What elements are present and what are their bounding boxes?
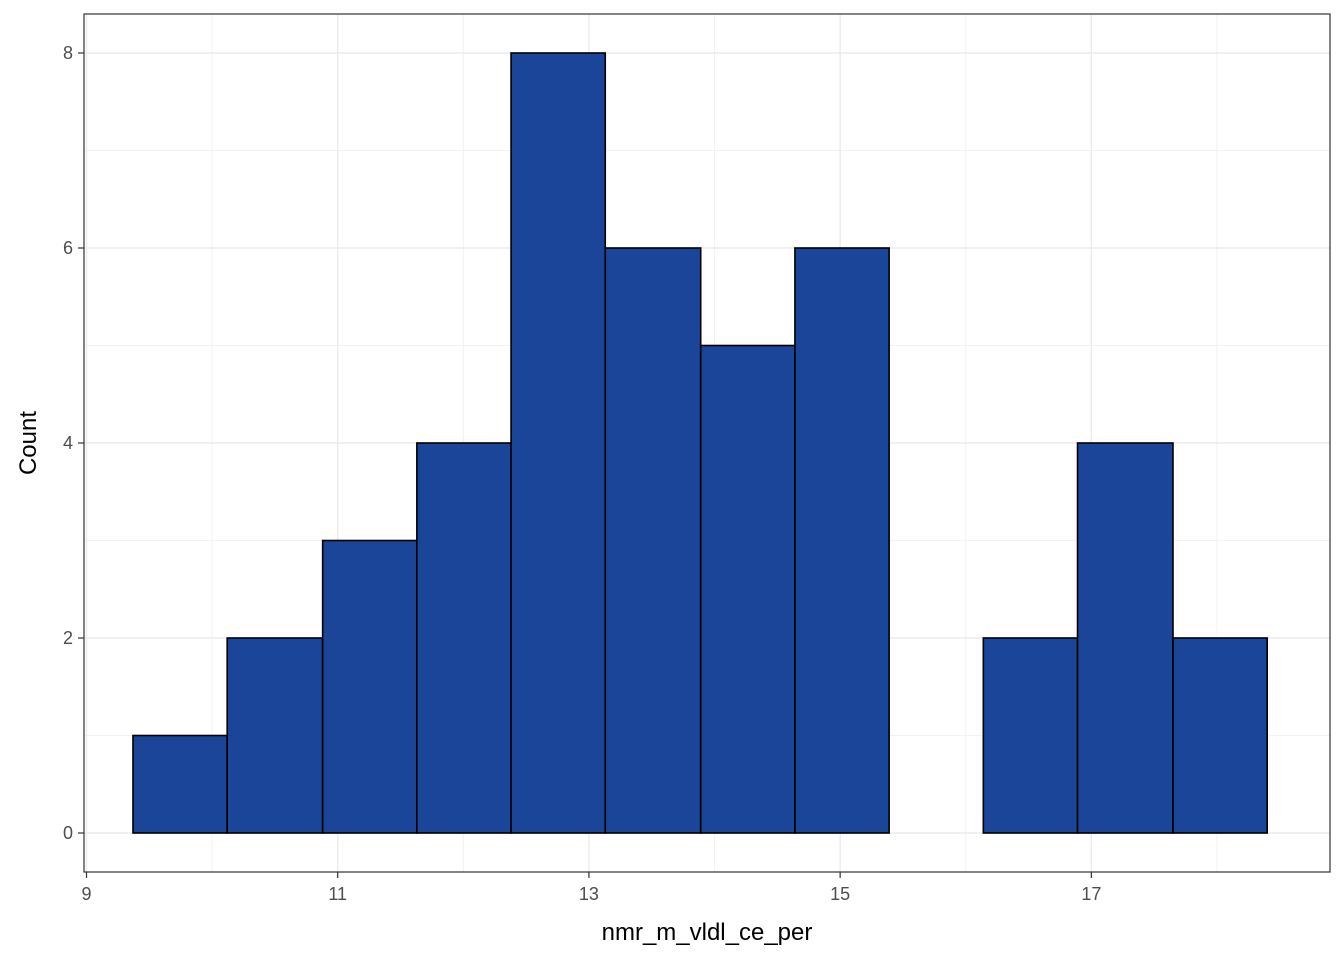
y-tick-label: 8: [63, 43, 73, 63]
x-tick-label: 11: [328, 884, 347, 904]
histogram-bar-5: [510, 52, 607, 834]
histogram-bar-10: [982, 637, 1079, 834]
y-axis-title: Count: [15, 411, 42, 475]
y-tick-label: 0: [63, 823, 73, 843]
histogram-bar-12: [1172, 637, 1268, 834]
y-tick-label: 4: [63, 433, 73, 453]
histogram-bar-6: [604, 247, 702, 834]
x-tick-label: 9: [82, 884, 92, 904]
x-tick-label: 15: [830, 884, 850, 904]
histogram-bar-11: [1076, 442, 1174, 834]
y-tick-label: 6: [63, 238, 73, 258]
histogram-bars: [132, 52, 1268, 834]
y-axis: 0 2 4 6 8: [63, 43, 84, 843]
histogram-bar-1: [132, 734, 228, 834]
x-axis: 9 11 13 15 17: [82, 872, 1101, 904]
x-axis-title: nmr_m_vldl_ce_per: [602, 919, 813, 946]
histogram-bar-3: [321, 539, 418, 834]
x-tick-label: 13: [579, 884, 599, 904]
histogram-bar-7: [699, 344, 796, 834]
histogram-bar-2: [226, 637, 324, 834]
histogram-bar-8: [794, 247, 890, 834]
x-tick-label: 17: [1081, 884, 1101, 904]
y-tick-label: 2: [63, 628, 73, 648]
histogram-bar-4: [416, 442, 512, 834]
